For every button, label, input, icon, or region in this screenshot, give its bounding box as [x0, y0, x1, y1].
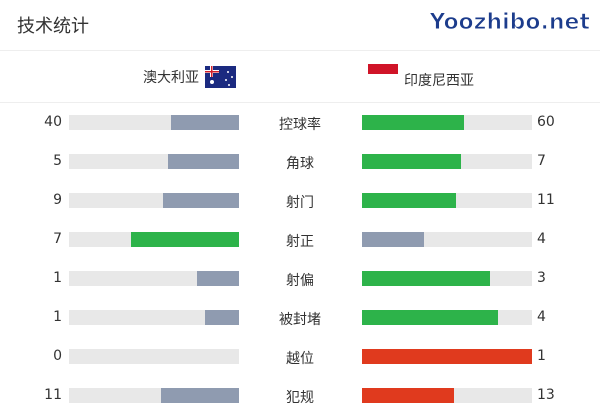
away-value: 60	[537, 114, 555, 130]
away-bar-fill	[362, 271, 490, 286]
away-value: 1	[537, 348, 546, 364]
home-bar-track	[69, 193, 239, 208]
away-bar-fill	[362, 388, 455, 403]
home-bar-fill	[161, 388, 239, 403]
home-team: 澳大利亚	[143, 66, 236, 88]
away-bar-track	[362, 154, 532, 169]
stat-row: 1 射偏 3	[0, 270, 600, 289]
home-value: 5	[53, 153, 62, 169]
away-value: 4	[537, 309, 546, 325]
stat-label: 射偏	[286, 273, 314, 289]
away-value: 7	[537, 153, 546, 169]
away-bar-fill	[362, 193, 456, 208]
home-bar-track	[69, 349, 239, 364]
stat-label: 控球率	[279, 117, 321, 133]
home-bar-track	[69, 154, 239, 169]
home-team-name: 澳大利亚	[143, 70, 199, 86]
home-bar-fill	[205, 310, 239, 325]
stat-row: 11 犯规 13	[0, 387, 600, 406]
divider	[0, 102, 600, 103]
stat-label: 射门	[286, 195, 314, 211]
home-value: 1	[53, 309, 62, 325]
stat-label: 越位	[286, 351, 314, 367]
home-bar-fill	[162, 193, 239, 208]
australia-flag-icon	[205, 66, 236, 88]
home-bar-track	[69, 310, 239, 325]
stat-row: 9 射门 11	[0, 192, 600, 211]
home-bar-fill	[130, 232, 239, 247]
away-bar-fill	[362, 232, 424, 247]
watermark: Yoozhibo.net	[429, 10, 590, 36]
stat-row: 0 越位 1	[0, 348, 600, 367]
home-value: 1	[53, 270, 62, 286]
page-title: 技术统计	[17, 16, 89, 37]
home-value: 9	[53, 192, 62, 208]
stat-label: 犯规	[286, 390, 314, 406]
stat-label: 被封堵	[279, 312, 321, 328]
away-bar-fill	[362, 349, 532, 364]
home-bar-track	[69, 388, 239, 403]
stat-row: 7 射正 4	[0, 231, 600, 250]
home-bar-fill	[168, 154, 239, 169]
away-value: 11	[537, 192, 555, 208]
away-bar-track	[362, 388, 532, 403]
stat-row: 5 角球 7	[0, 153, 600, 172]
home-bar-track	[69, 232, 239, 247]
home-bar-fill	[171, 115, 239, 130]
stat-label: 角球	[286, 156, 314, 172]
away-bar-track	[362, 271, 532, 286]
stat-label: 射正	[286, 234, 314, 250]
home-value: 40	[44, 114, 62, 130]
away-team-name: 印度尼西亚	[404, 73, 474, 89]
home-value: 0	[53, 348, 62, 364]
away-bar-track	[362, 115, 532, 130]
away-value: 3	[537, 270, 546, 286]
home-bar-fill	[196, 271, 239, 286]
stat-row: 40 控球率 60	[0, 114, 600, 133]
away-bar-track	[362, 193, 532, 208]
home-bar-track	[69, 271, 239, 286]
away-bar-fill	[362, 115, 464, 130]
away-bar-fill	[362, 310, 498, 325]
away-value: 4	[537, 231, 546, 247]
away-bar-track	[362, 349, 532, 364]
home-value: 11	[44, 387, 62, 403]
away-value: 13	[537, 387, 555, 403]
home-value: 7	[53, 231, 62, 247]
stat-row: 1 被封堵 4	[0, 309, 600, 328]
away-team: 印度尼西亚	[368, 64, 474, 90]
indonesia-flag-icon	[368, 64, 398, 74]
home-bar-track	[69, 115, 239, 130]
away-bar-track	[362, 232, 532, 247]
divider	[0, 50, 600, 51]
away-bar-fill	[362, 154, 462, 169]
away-bar-track	[362, 310, 532, 325]
